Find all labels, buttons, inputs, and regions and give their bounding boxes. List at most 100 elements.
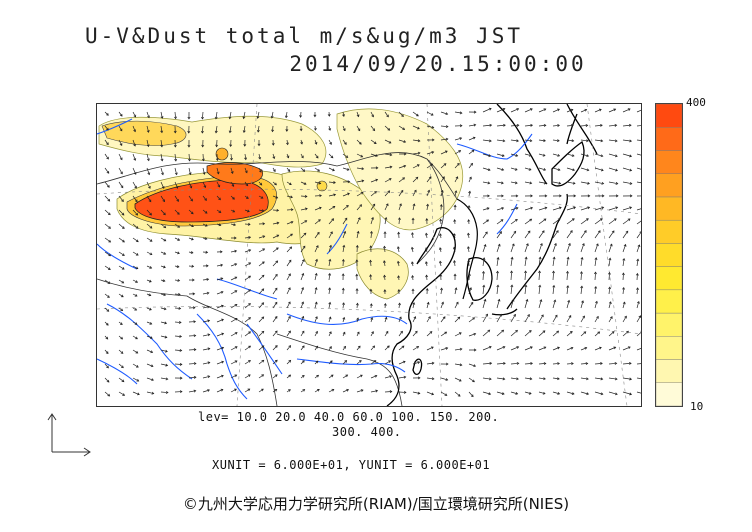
- wind-vector: [510, 391, 518, 395]
- wind-vector-head: [557, 168, 561, 172]
- wind-vector-head: [470, 394, 474, 398]
- wind-vector-head: [516, 108, 520, 111]
- wind-vector-head: [621, 272, 625, 276]
- wind-vector: [622, 391, 632, 395]
- wind-vector-head: [207, 375, 211, 379]
- wind-vector: [468, 191, 471, 197]
- wind-vector-head: [149, 321, 153, 325]
- wind-vector: [174, 335, 182, 337]
- wind-vector: [146, 195, 152, 202]
- wind-vector: [482, 181, 490, 184]
- wind-vector-head: [584, 108, 588, 112]
- wind-vector: [482, 391, 491, 395]
- wind-vector: [482, 231, 488, 239]
- wind-vector-head: [163, 307, 167, 311]
- wind-vector: [636, 167, 641, 170]
- wind-vector: [426, 151, 434, 155]
- wind-vector: [622, 287, 625, 295]
- wind-vector-head: [318, 206, 322, 210]
- wind-vector-head: [543, 218, 547, 222]
- wind-vector: [482, 362, 492, 365]
- wind-vector-head: [416, 346, 420, 349]
- wind-vector: [300, 330, 305, 337]
- wind-vector-head: [176, 199, 179, 202]
- wind-vector: [244, 236, 251, 239]
- wind-vector: [454, 377, 462, 382]
- wind-vector-head: [262, 222, 266, 226]
- wind-vector: [118, 279, 124, 284]
- wind-vector: [174, 265, 180, 268]
- wind-vector: [370, 125, 375, 131]
- wind-vector: [244, 289, 251, 295]
- wind-vector-head: [388, 178, 392, 181]
- dust-spot: [215, 147, 229, 161]
- wind-vector-head: [234, 346, 238, 349]
- wind-vector: [160, 293, 166, 296]
- wind-vector-head: [511, 243, 515, 247]
- wind-vector: [370, 260, 372, 267]
- wind-vector: [384, 345, 390, 351]
- wind-vector-head: [501, 329, 505, 333]
- wind-vector: [468, 149, 475, 155]
- coastlines: [386, 104, 598, 406]
- wind-vector-head: [247, 388, 251, 392]
- wind-vector: [426, 331, 433, 337]
- wind-vector-head: [314, 141, 318, 145]
- wind-vector: [216, 167, 219, 174]
- wind-vector-head: [107, 212, 111, 216]
- wind-vector-head: [342, 316, 346, 320]
- wind-vector-head: [192, 292, 196, 296]
- wind-vector: [286, 260, 292, 267]
- wind-vector-head: [107, 393, 111, 397]
- wind-vector: [146, 293, 151, 296]
- wind-vector-head: [345, 155, 349, 158]
- wind-vector-head: [315, 345, 319, 349]
- wind-vector: [594, 230, 601, 239]
- wind-vector-head: [122, 253, 125, 256]
- wind-vector-head: [105, 322, 109, 326]
- wind-vector-head: [510, 270, 513, 274]
- wind-vector-head: [417, 361, 421, 364]
- wind-vector-head: [444, 150, 448, 154]
- wind-vector: [594, 206, 604, 211]
- wind-vector-head: [371, 216, 374, 220]
- wind-vector: [608, 316, 613, 323]
- wind-vector-head: [191, 264, 195, 268]
- wind-vector: [510, 207, 519, 211]
- wind-vector-head: [483, 244, 487, 247]
- wind-vector-head: [431, 125, 435, 129]
- wind-vector: [104, 251, 111, 257]
- wind-vector-head: [456, 162, 460, 166]
- wind-vector-head: [594, 257, 598, 260]
- wind-vector: [440, 190, 444, 197]
- wind-vector: [244, 303, 251, 309]
- wind-vector-head: [527, 230, 531, 234]
- color-scale-step: [655, 196, 683, 221]
- wind-vector: [342, 389, 349, 393]
- wind-vector: [314, 360, 319, 365]
- color-scale-step: [655, 127, 683, 151]
- wind-vector: [524, 108, 533, 113]
- wind-vector: [412, 125, 420, 130]
- wind-vector: [230, 332, 238, 337]
- wind-vector: [230, 276, 237, 281]
- wind-vector: [146, 279, 152, 283]
- wind-vector: [286, 181, 292, 185]
- wind-vector-head: [341, 273, 345, 276]
- wind-vector-head: [301, 287, 305, 290]
- wind-vector: [580, 181, 590, 184]
- wind-vector: [566, 109, 573, 113]
- wind-vector: [580, 139, 589, 142]
- color-scale-step: [655, 312, 683, 337]
- wind-vector-head: [261, 330, 265, 334]
- wind-vector-head: [133, 172, 137, 175]
- wind-vector-head: [571, 218, 575, 221]
- wind-vector: [398, 165, 406, 169]
- wind-vector: [244, 374, 251, 379]
- wind-vector-head: [233, 223, 237, 227]
- wind-vector-head: [330, 231, 333, 235]
- wind-vector: [300, 232, 307, 239]
- wind-vector-head: [341, 287, 345, 291]
- wind-vector: [636, 332, 641, 337]
- wind-vector-head: [289, 182, 292, 186]
